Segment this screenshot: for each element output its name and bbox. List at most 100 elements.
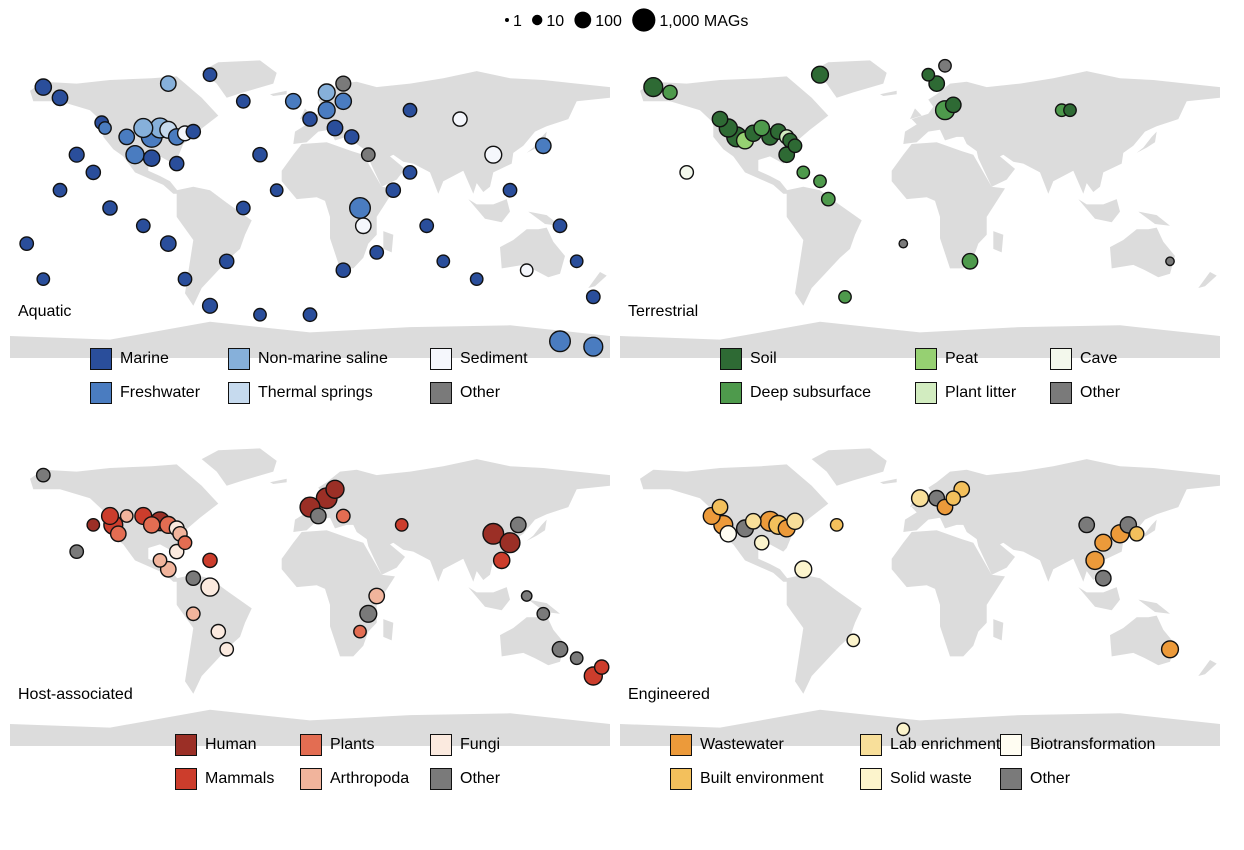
sample-point bbox=[452, 111, 468, 127]
sample-point bbox=[119, 509, 134, 523]
size-legend-label: 1 bbox=[513, 13, 522, 30]
sample-point bbox=[536, 606, 551, 621]
sample-point bbox=[69, 544, 85, 560]
landmass bbox=[526, 519, 547, 541]
sample-point bbox=[325, 479, 345, 500]
sample-point bbox=[509, 516, 527, 534]
sample-point bbox=[302, 307, 318, 323]
sample-point bbox=[1160, 640, 1180, 659]
legend-label: Freshwater bbox=[120, 384, 201, 401]
landmass bbox=[500, 227, 565, 278]
legend-swatch bbox=[1000, 768, 1022, 790]
landmass bbox=[811, 60, 887, 98]
sample-point bbox=[135, 218, 151, 234]
sample-point bbox=[679, 164, 695, 180]
landmass bbox=[10, 321, 610, 358]
sample-point bbox=[711, 110, 729, 128]
legend-label: Cave bbox=[1080, 350, 1118, 367]
sample-point bbox=[549, 330, 572, 353]
sample-point bbox=[309, 507, 327, 525]
sample-point bbox=[519, 263, 534, 278]
sample-point bbox=[711, 498, 729, 516]
sample-point bbox=[349, 196, 372, 219]
sample-point bbox=[753, 119, 771, 137]
legend-item: Deep subsurface bbox=[720, 382, 871, 404]
legend-label: Biotransformation bbox=[1030, 736, 1156, 753]
sample-point bbox=[944, 96, 962, 114]
legend-item: Cave bbox=[1050, 348, 1117, 370]
landmass bbox=[526, 131, 547, 153]
size-legend-label: 1,000 MAGs bbox=[659, 13, 748, 30]
sample-point bbox=[85, 164, 102, 181]
sample-point bbox=[354, 217, 372, 235]
legend-swatch bbox=[90, 348, 112, 370]
panel-title-terrestrial: Terrestrial bbox=[628, 303, 699, 320]
sample-point bbox=[36, 272, 51, 287]
landmass bbox=[811, 448, 887, 486]
sample-point bbox=[200, 577, 220, 597]
legend-label: Wastewater bbox=[700, 736, 784, 753]
legend-label: Thermal springs bbox=[258, 384, 373, 401]
sample-point bbox=[898, 238, 909, 249]
sample-point bbox=[810, 65, 830, 84]
sample-point bbox=[317, 101, 336, 120]
landmass bbox=[891, 530, 1005, 657]
legend-item: Sediment bbox=[430, 348, 528, 370]
legend-swatch bbox=[175, 768, 197, 790]
sample-point bbox=[1165, 256, 1175, 267]
legend-item: Built environment bbox=[670, 768, 824, 790]
sample-point bbox=[820, 191, 836, 207]
sample-point bbox=[201, 297, 219, 314]
legend-item: Solid waste bbox=[860, 768, 972, 790]
legend-item: Other bbox=[430, 768, 500, 790]
sample-point bbox=[786, 512, 804, 531]
sample-points bbox=[643, 58, 1175, 304]
sample-point bbox=[98, 121, 112, 135]
landmass bbox=[281, 142, 395, 269]
sample-point bbox=[921, 67, 936, 82]
panel-title-host-associated: Host-associated bbox=[18, 686, 133, 703]
landmass bbox=[1078, 199, 1120, 223]
legend-label: Other bbox=[1030, 770, 1071, 787]
sample-point bbox=[846, 633, 861, 648]
panel-host-associated: Host-associated Human Mammals Plants Arthro… bbox=[10, 416, 610, 834]
landmass bbox=[993, 619, 1004, 641]
legend-item: Thermal springs bbox=[228, 382, 373, 404]
legend-label: Plant litter bbox=[945, 384, 1017, 401]
legend-swatch bbox=[228, 382, 250, 404]
legend-label: Plants bbox=[330, 736, 375, 753]
landmass bbox=[201, 60, 277, 98]
sample-point bbox=[753, 534, 770, 551]
legend-item: Plants bbox=[300, 734, 374, 756]
legend-swatch bbox=[228, 348, 250, 370]
sample-point bbox=[1063, 103, 1077, 118]
land-layer bbox=[620, 448, 1220, 746]
legend-item: Fungi bbox=[430, 734, 500, 756]
sample-point bbox=[335, 508, 351, 524]
sample-point bbox=[218, 253, 235, 270]
legend-item: Wastewater bbox=[670, 734, 784, 756]
sample-point bbox=[235, 200, 251, 216]
legend-label: Other bbox=[460, 770, 501, 787]
land-layer bbox=[10, 448, 610, 746]
sample-point bbox=[402, 102, 418, 118]
legend-swatch bbox=[720, 382, 742, 404]
legend-label: Marine bbox=[120, 350, 169, 367]
sample-points bbox=[35, 467, 610, 686]
size-legend-circle bbox=[505, 18, 509, 22]
land-layer bbox=[620, 60, 1220, 358]
land-layer bbox=[10, 60, 610, 358]
sample-point bbox=[35, 467, 51, 483]
sample-point bbox=[109, 525, 127, 543]
sample-point bbox=[643, 76, 664, 98]
sample-point bbox=[317, 83, 336, 102]
legend-label: Arthropoda bbox=[330, 770, 410, 787]
sample-points bbox=[702, 480, 1180, 737]
sample-points bbox=[19, 67, 604, 357]
landmass bbox=[640, 464, 829, 582]
legend-swatch bbox=[90, 382, 112, 404]
sample-point bbox=[100, 506, 120, 526]
sample-point bbox=[829, 518, 844, 532]
sample-point bbox=[102, 200, 118, 216]
sample-point bbox=[133, 117, 154, 139]
